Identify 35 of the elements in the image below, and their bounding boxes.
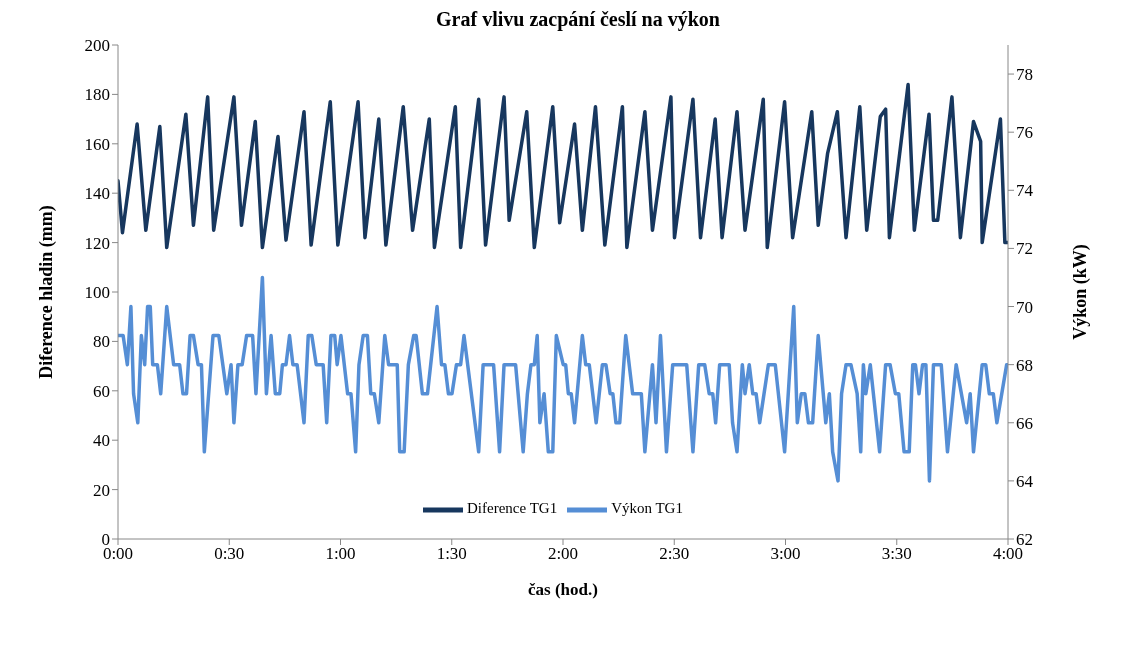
y-tick-label: 160 bbox=[84, 134, 110, 154]
x-tick-label: 3:00 bbox=[770, 544, 801, 564]
y-tick-label: 100 bbox=[84, 283, 110, 303]
y2-axis-title: Výkon (kW) bbox=[1070, 244, 1092, 340]
x-tick-label: 0:30 bbox=[214, 544, 245, 564]
x-tick-label: 3:30 bbox=[881, 544, 912, 564]
x-tick-label: 1:30 bbox=[436, 544, 467, 564]
y-tick-label: 180 bbox=[84, 85, 110, 105]
y-tick-label: 80 bbox=[93, 332, 110, 352]
y-tick-label: 120 bbox=[84, 233, 110, 253]
legend-label: Diference TG1 bbox=[467, 500, 558, 517]
y2-tick-label: 68 bbox=[1016, 355, 1033, 375]
x-tick-label: 2:00 bbox=[547, 544, 579, 564]
y-tick-label: 200 bbox=[84, 36, 110, 56]
y2-tick-label: 64 bbox=[1016, 471, 1034, 491]
y2-tick-label: 72 bbox=[1016, 239, 1033, 259]
chart-title: Graf vlivu zacpání česlí na výkon bbox=[435, 8, 721, 31]
line-series bbox=[118, 275, 1008, 483]
y2-tick-label: 76 bbox=[1016, 123, 1033, 143]
x-tick-label: 1:00 bbox=[325, 544, 356, 564]
line-series bbox=[118, 82, 1008, 250]
y2-tick-label: 70 bbox=[1016, 297, 1033, 317]
x-axis-title: čas (hod.) bbox=[528, 580, 598, 599]
y2-tick-label: 78 bbox=[1016, 65, 1033, 85]
y-axis-title: Diference hladin (mm) bbox=[36, 205, 58, 379]
y-tick-label: 60 bbox=[93, 381, 110, 401]
y2-tick-label: 74 bbox=[1016, 181, 1034, 201]
x-tick-label: 0:00 bbox=[102, 544, 134, 564]
legend-label: Výkon TG1 bbox=[611, 500, 683, 517]
y2-tick-label: 66 bbox=[1016, 413, 1033, 433]
x-tick-label: 2:30 bbox=[659, 544, 690, 564]
x-tick-label: 4:00 bbox=[992, 544, 1024, 564]
y-tick-label: 140 bbox=[84, 184, 110, 204]
y-tick-label: 40 bbox=[93, 431, 110, 451]
y-tick-label: 20 bbox=[93, 480, 110, 500]
